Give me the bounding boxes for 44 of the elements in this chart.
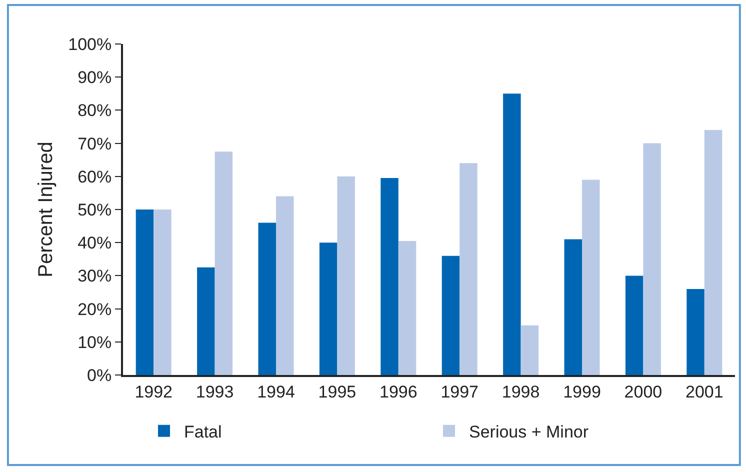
x-tick-label: 2000 [624,382,662,402]
y-tick-label: 80% [78,101,112,120]
x-tick-label: 1996 [379,382,418,402]
bar [582,180,600,375]
y-tick-label: 40% [78,234,112,253]
bar [258,222,276,375]
y-tick-label: 60% [78,167,112,186]
y-tick-label: 50% [78,200,112,220]
legend-label: Fatal [184,422,222,442]
x-tick-label: 1994 [257,382,295,402]
x-tick-label: 1993 [196,382,234,402]
y-tick-label: 20% [78,300,112,319]
bar [686,288,704,375]
bar [197,267,215,375]
bar [564,239,582,375]
bar [154,210,172,375]
bar [319,242,338,375]
bar [136,210,154,375]
x-tick-label: 1998 [502,382,540,402]
bar [337,176,355,375]
y-tick-label: 0% [87,366,112,385]
y-axis-title: Percent Injured [35,142,58,278]
bar [503,94,521,375]
x-tick-label: 1999 [563,382,601,402]
bar [214,152,233,375]
x-tick-label: 2001 [685,382,724,402]
x-tick-label: 1995 [318,382,356,402]
bar [398,240,416,375]
bar [442,256,460,375]
x-tick-label: 1997 [440,382,479,402]
bar [460,163,478,375]
bar [643,143,661,375]
bar [520,325,539,375]
y-tick-label: 100% [68,34,112,54]
bar [380,178,398,375]
bar [625,276,644,375]
y-tick-label: 90% [78,68,112,88]
bar [704,130,722,375]
bar [276,196,294,375]
y-tick-label: 70% [78,134,112,154]
legend-label: Serious + Minor [469,422,589,442]
y-tick-label: 30% [78,266,112,286]
y-tick-label: 10% [78,332,112,352]
x-tick-label: 1992 [134,382,173,402]
